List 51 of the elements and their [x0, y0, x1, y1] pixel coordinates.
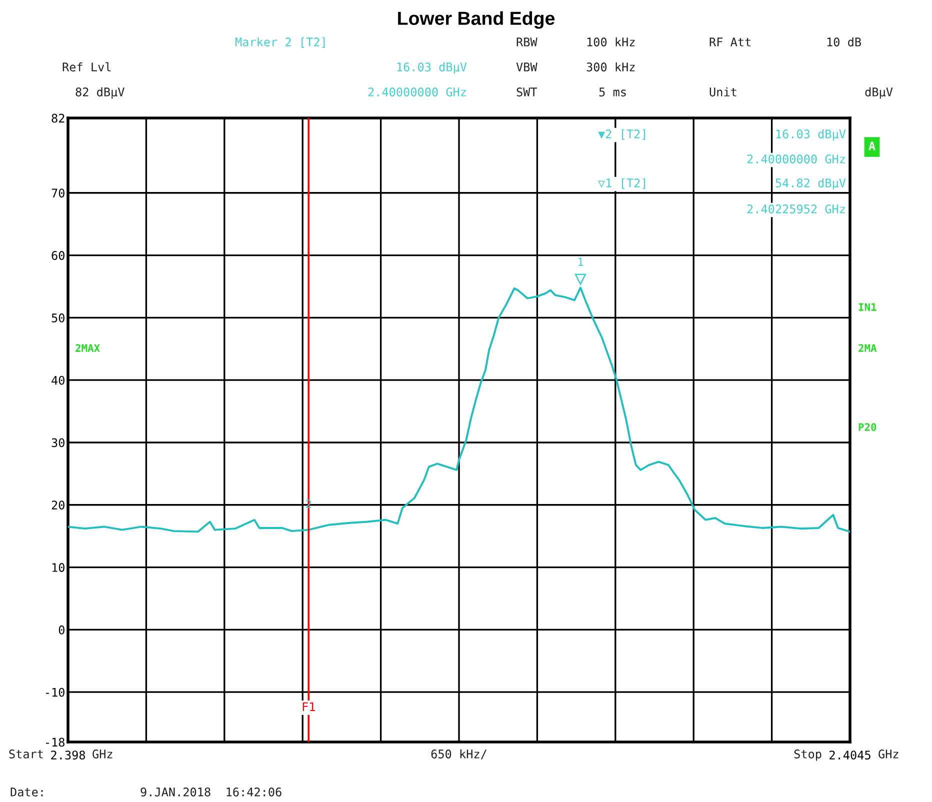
annotation: 1: [578, 258, 584, 266]
y-tick-label: 50: [52, 313, 64, 322]
text: IN1: [858, 303, 876, 311]
y-tick-label: 10: [52, 563, 64, 572]
line-series: [68, 286, 850, 533]
y-tick-label: -10: [46, 688, 64, 697]
text: 2MA: [858, 344, 877, 352]
text: A: [868, 142, 876, 150]
text: 2.40000000 GHz: [368, 88, 466, 96]
text: RBW: [516, 38, 538, 46]
text: 16.03 dBµV: [397, 62, 467, 74]
annotation: ▽1 [T2]: [598, 178, 646, 189]
annotation: 16.03 dBµV: [776, 129, 846, 141]
y-tick-label: 30: [52, 438, 64, 448]
text: 5 ms: [599, 88, 626, 96]
annotation: 2.40225952 GHz: [747, 204, 845, 214]
text: RF Att: [710, 38, 750, 46]
x-tick-label: 2.4045: [830, 750, 870, 760]
y-tick-label: 70: [52, 188, 64, 198]
text: Unit: [710, 87, 736, 96]
y-tick-label: 82: [52, 114, 64, 123]
text: 82 dBµV: [76, 87, 124, 99]
y-tick-label: 60: [52, 251, 64, 260]
text: 100 kHz: [587, 37, 635, 46]
y-tick-label: 20: [52, 500, 64, 510]
annotation: ▼2 [T2]: [598, 129, 646, 140]
text: 9.JAN.2018 16:42:06: [140, 788, 282, 796]
chart-title: Lower Band Edge: [398, 11, 555, 29]
y-tick-label: 40: [52, 376, 64, 385]
text: GHz: [92, 750, 112, 758]
text: SWT: [516, 88, 538, 96]
y-tick-label: 0: [58, 625, 64, 634]
annotation: 2MAX: [76, 344, 100, 352]
annotation: 54.82 dBµV: [776, 178, 846, 190]
text: Ref Lvl: [62, 62, 111, 72]
annotation: 2: [306, 500, 312, 508]
text: 10 dB: [827, 37, 861, 46]
text: 300 kHz: [586, 62, 635, 72]
text: Marker 2 [T2]: [235, 37, 325, 48]
ref-line-label: F1: [302, 702, 315, 711]
x-tick-label: 2.398: [51, 750, 86, 760]
text: 650 kHz/: [431, 749, 487, 760]
text: GHz: [878, 750, 898, 758]
text: VBW: [516, 62, 538, 72]
text: Stop: [794, 750, 822, 761]
y-tick-label: -18: [46, 738, 64, 747]
text: Start: [9, 750, 43, 758]
annotation: 2.40000000 GHz: [747, 154, 845, 164]
text: dBµV: [865, 87, 893, 99]
text: P20: [858, 423, 876, 432]
text: Date:: [10, 788, 43, 796]
